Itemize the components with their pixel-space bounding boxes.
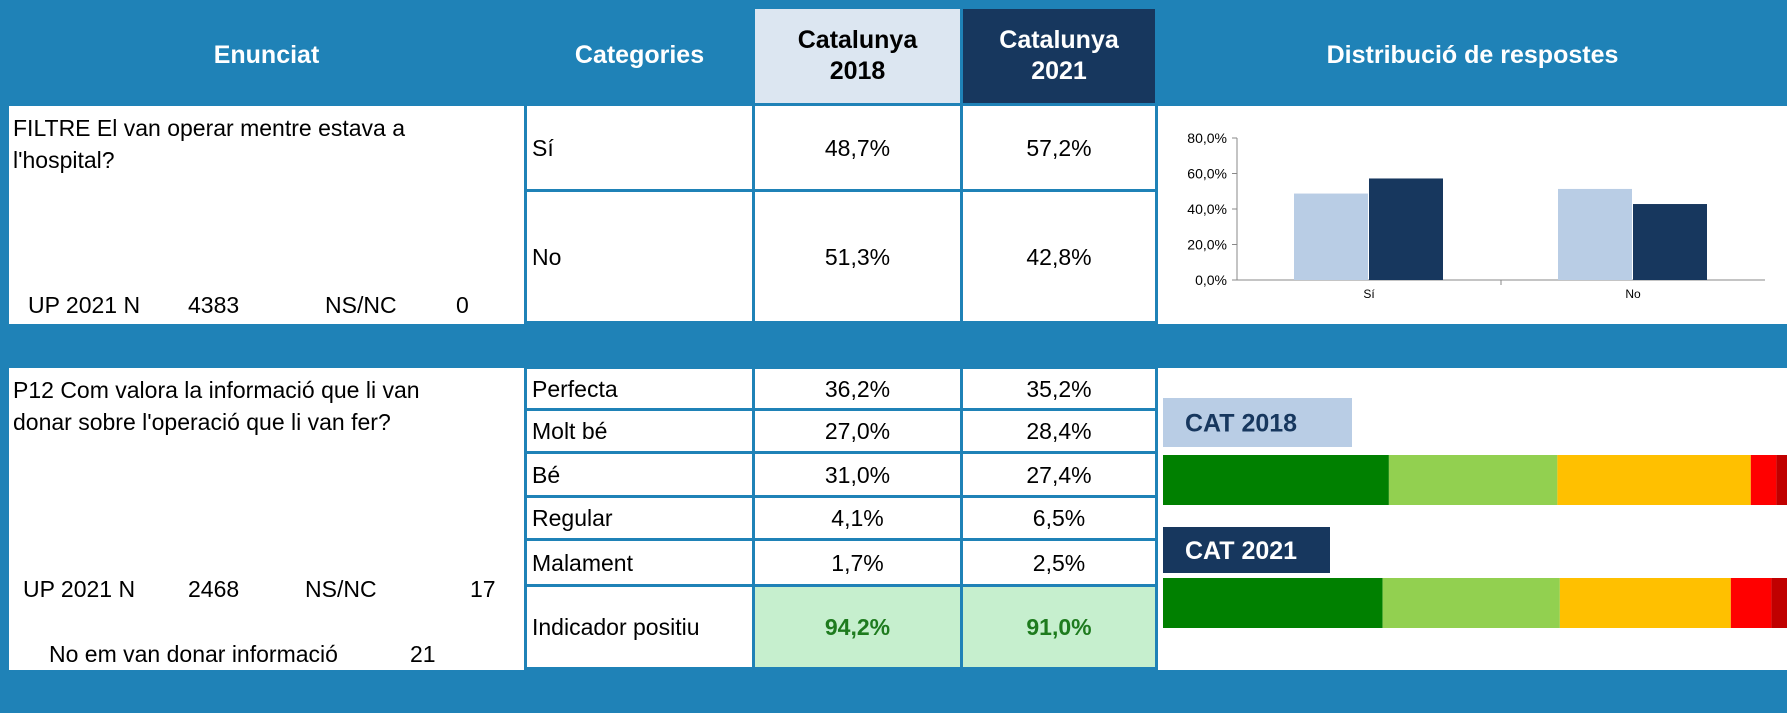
category-label-box — [1163, 398, 1352, 447]
bar-segment — [1730, 578, 1772, 628]
value: 27,0% — [824, 418, 891, 444]
value: 51,3% — [824, 243, 891, 270]
stat: NS/NC — [305, 576, 377, 602]
question: FILTRE El van operar mentre estava a l'h… — [13, 115, 406, 174]
value-cell — [755, 454, 960, 495]
header-cell: Distribució de respostes — [1158, 9, 1787, 103]
question-cell — [9, 368, 524, 670]
bar — [1369, 178, 1443, 280]
stat: 21 — [410, 641, 436, 667]
category: Indicador positiu — [532, 614, 700, 640]
value: 4,1% — [831, 505, 884, 531]
category: Sí — [532, 134, 554, 161]
bar-segment — [1750, 455, 1777, 505]
category: No — [532, 243, 562, 270]
x-tick-label: No — [1625, 287, 1641, 301]
category-cell — [527, 541, 752, 584]
stat: NS/NC — [325, 292, 397, 318]
header-cell: Enunciat — [9, 9, 524, 103]
value: 2,5% — [1032, 549, 1086, 576]
category-cell — [527, 411, 752, 451]
category-label: CAT 2018 — [1185, 410, 1297, 438]
category-cell — [527, 369, 752, 408]
value: 91,0% — [1026, 614, 1092, 640]
category: Malament — [532, 549, 633, 576]
category-cell — [527, 454, 752, 495]
category: Bé — [532, 461, 561, 488]
stat: 2468 — [188, 576, 240, 602]
category: Molt bé — [532, 418, 608, 444]
bar — [1558, 188, 1632, 280]
y-tick-label: 0,0% — [1195, 272, 1227, 288]
stat: No em van donar informació — [49, 641, 338, 667]
value: 1,7% — [831, 549, 884, 576]
value-cell — [963, 498, 1155, 538]
bar — [1633, 204, 1707, 280]
value: 6,5% — [1032, 505, 1086, 531]
header-cell: Catalunya 2021 — [963, 9, 1155, 103]
category-cell — [527, 192, 752, 321]
bar-segment — [1163, 455, 1389, 505]
bar-segment — [1771, 578, 1787, 628]
value-cell — [963, 587, 1155, 667]
bar — [1294, 193, 1368, 280]
value-cell — [755, 587, 960, 667]
value-cell — [963, 106, 1155, 189]
bar-segment — [1163, 578, 1383, 628]
category-label-box — [1163, 527, 1330, 573]
category-cell — [527, 498, 752, 538]
bar-segment — [1382, 578, 1560, 628]
value-cell — [755, 369, 960, 408]
category-label: CAT 2021 — [1185, 537, 1297, 565]
stat: 17 — [470, 576, 496, 602]
category-cell — [527, 587, 752, 667]
value-cell — [755, 541, 960, 584]
category-cell — [527, 106, 752, 189]
value-cell — [963, 411, 1155, 451]
value: 42,8% — [1026, 243, 1092, 270]
value-cell — [963, 454, 1155, 495]
value: 35,2% — [1026, 375, 1092, 402]
y-tick-label: 20,0% — [1187, 237, 1227, 253]
question-cell — [9, 106, 524, 324]
bar-segment — [1559, 578, 1731, 628]
value-cell — [755, 192, 960, 321]
value: 94,2% — [824, 614, 891, 640]
value: 57,2% — [1026, 134, 1092, 161]
question: P12 Com valora la informació que li van … — [13, 377, 420, 436]
stat: 4383 — [188, 292, 240, 318]
value: 27,4% — [1026, 461, 1092, 488]
x-tick-label: Sí — [1363, 287, 1375, 301]
category: Regular — [532, 505, 613, 531]
value: 36,2% — [824, 375, 891, 402]
y-tick-label: 60,0% — [1187, 166, 1227, 182]
bar-segment — [1776, 455, 1787, 505]
value: 31,0% — [824, 461, 891, 488]
stat: UP 2021 N — [23, 576, 136, 602]
y-tick-label: 80,0% — [1187, 130, 1227, 146]
value: 28,4% — [1026, 418, 1092, 444]
bar-segment — [1557, 455, 1751, 505]
value: 48,7% — [824, 134, 891, 161]
value-cell — [963, 192, 1155, 321]
bar-segment — [1388, 455, 1558, 505]
value-cell — [755, 106, 960, 189]
stat: UP 2021 N — [28, 292, 141, 318]
value-cell — [963, 369, 1155, 408]
y-tick-label: 40,0% — [1187, 201, 1227, 217]
header-cell: Catalunya 2018 — [755, 9, 960, 103]
value-cell — [963, 541, 1155, 584]
header-cell: Categories — [527, 9, 752, 103]
stat: 0 — [456, 292, 469, 318]
value-cell — [755, 411, 960, 451]
category: Perfecta — [532, 375, 618, 402]
value-cell — [755, 498, 960, 538]
